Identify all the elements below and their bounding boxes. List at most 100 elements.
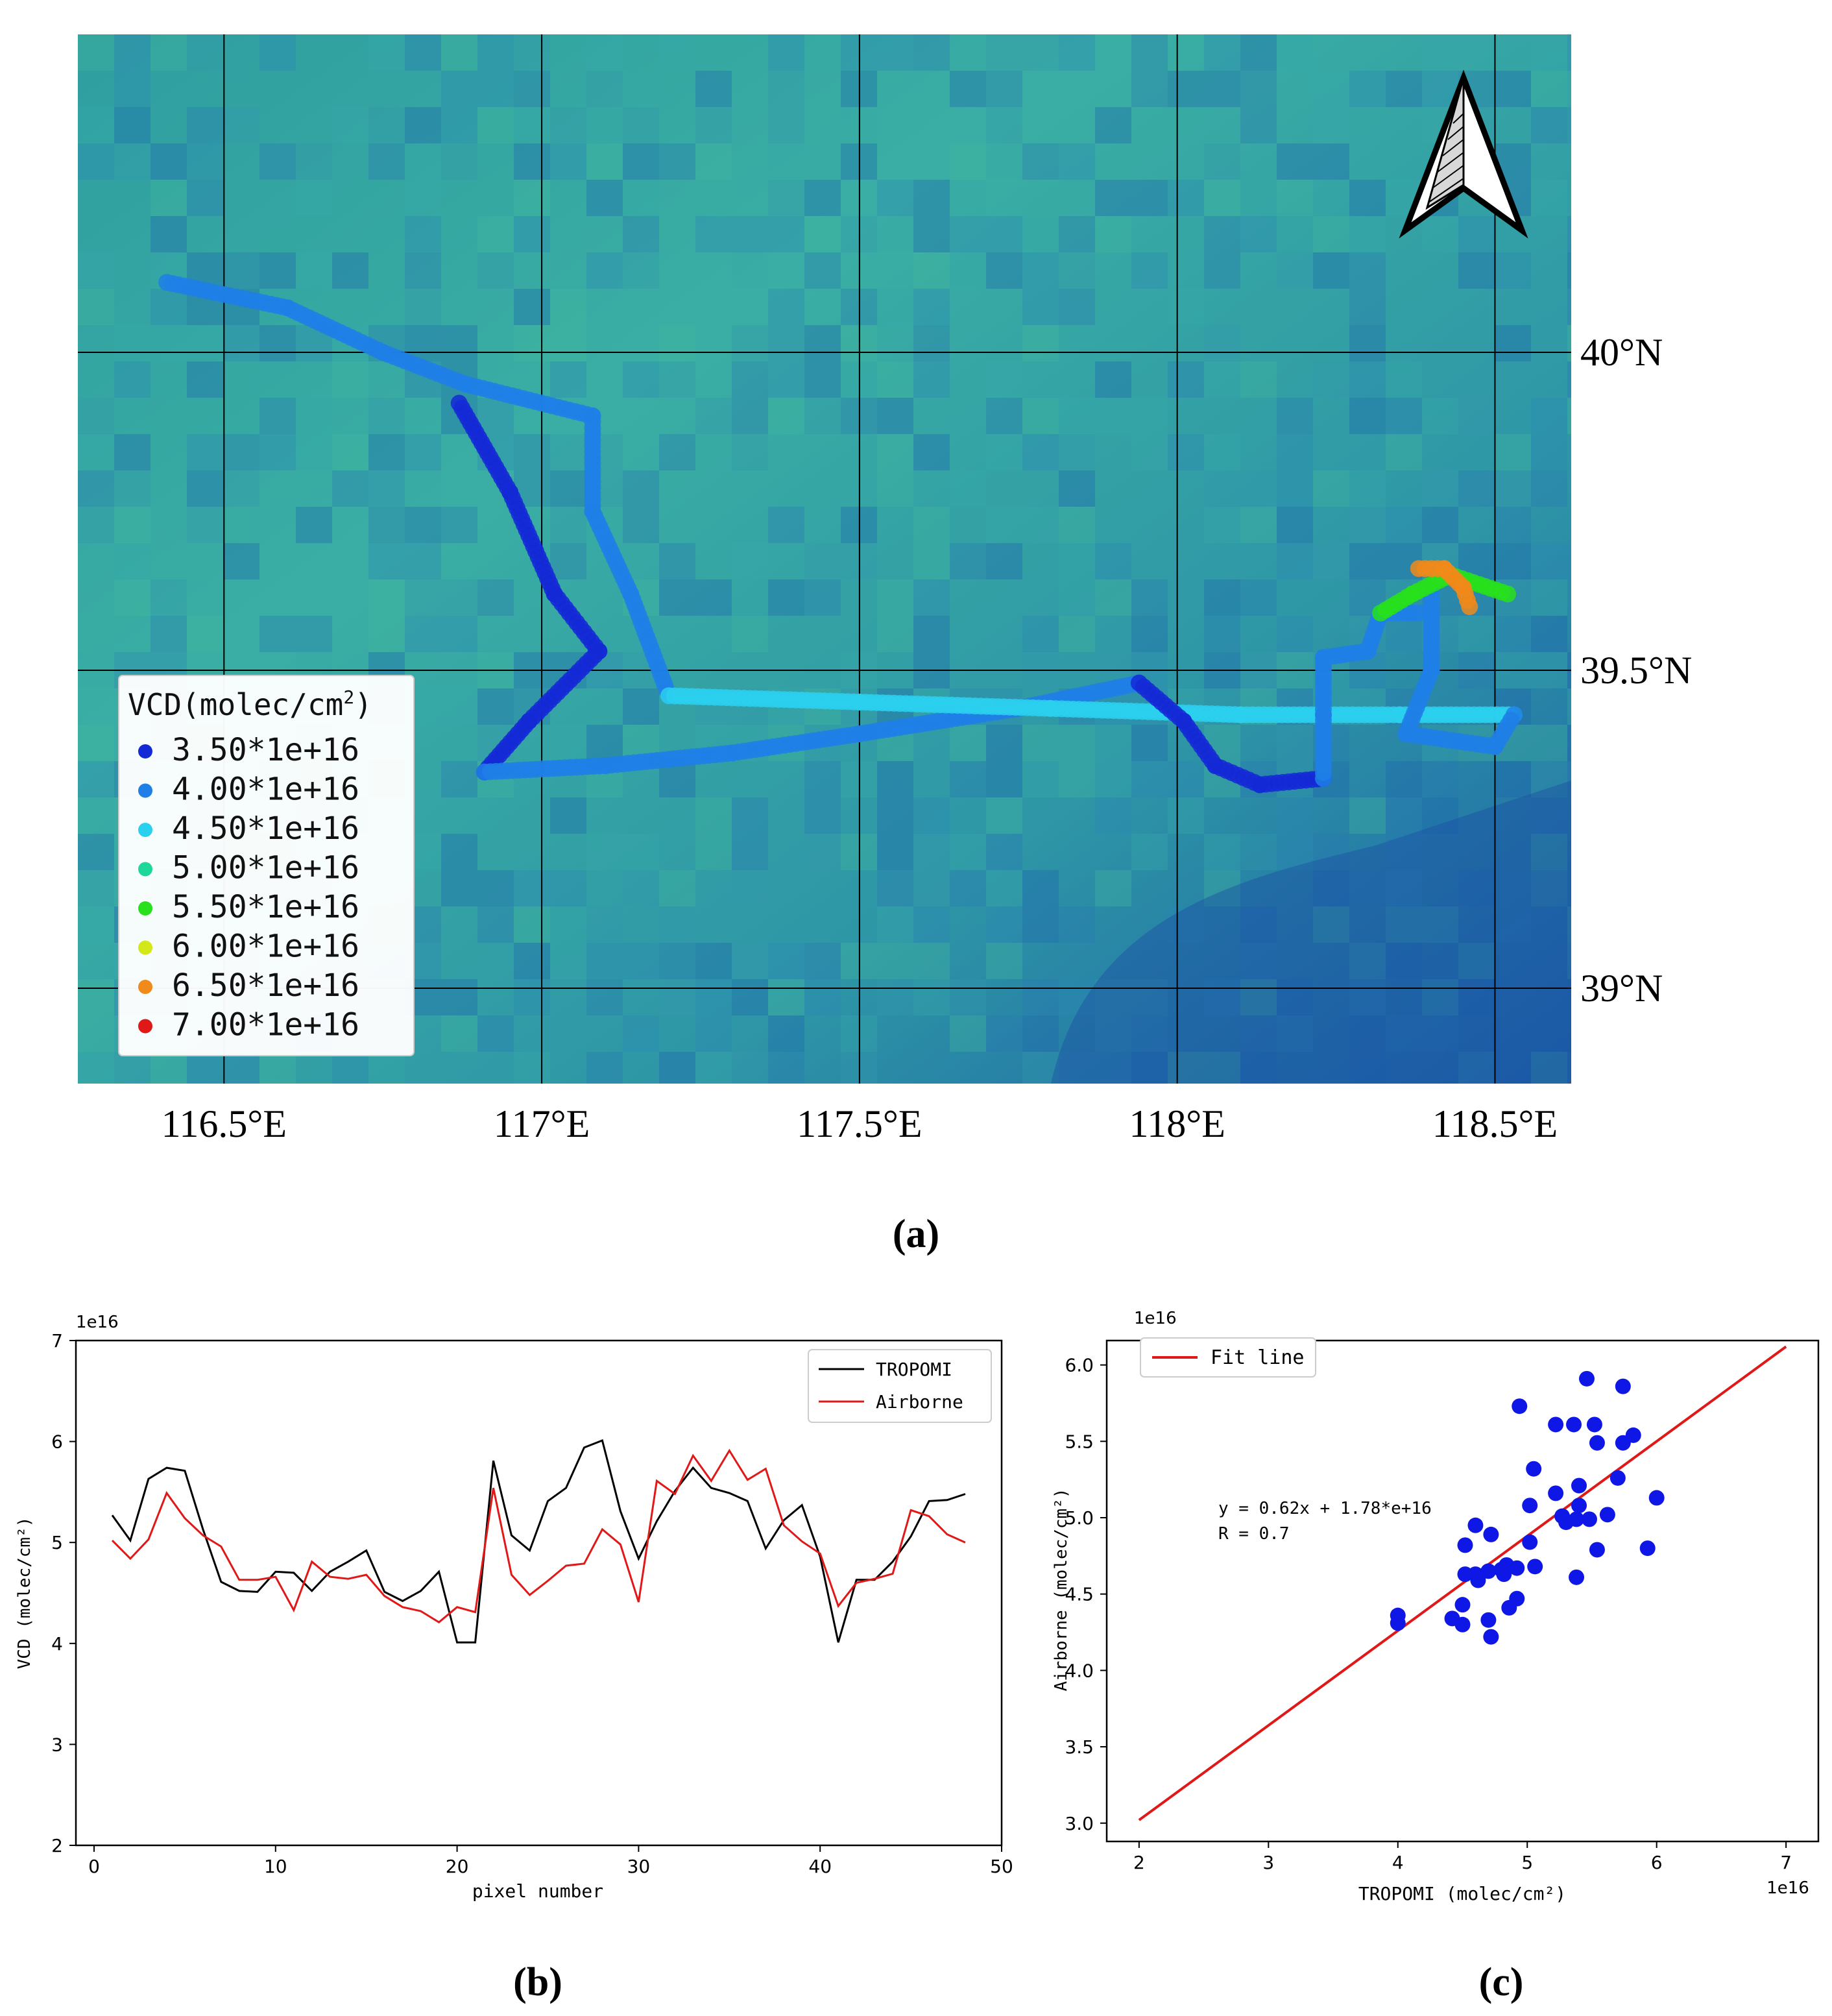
map-tile [732, 361, 768, 398]
map-tile [1022, 1015, 1059, 1052]
map-tile [78, 434, 114, 470]
map-tile [586, 834, 623, 870]
map-tile [78, 797, 114, 834]
map-tile [78, 906, 114, 943]
c-scatter-point [1566, 1416, 1582, 1433]
c-scatter-point [1639, 1540, 1656, 1557]
map-tile [187, 1052, 223, 1084]
map-tile [913, 979, 950, 1015]
map-tile [877, 579, 913, 616]
map-tile [1567, 398, 1571, 434]
map-tile [1422, 507, 1458, 543]
c-y-tick-label: 3.0 [1065, 1813, 1094, 1834]
map-tile [1313, 906, 1349, 943]
b-y-tick-label: 2 [51, 1835, 63, 1856]
c-fit-line [1138, 1345, 1787, 1821]
map-tile [1277, 434, 1313, 470]
map-tile [1531, 180, 1567, 216]
map-tile [1059, 579, 1095, 616]
c-scatter-point [1571, 1477, 1587, 1494]
map-tile [405, 434, 441, 470]
map-tile [1531, 797, 1567, 834]
map-tile [913, 180, 950, 216]
map-tile [441, 1015, 477, 1052]
map-tile [950, 1015, 986, 1052]
map-tile [1168, 71, 1204, 107]
map-tile [514, 434, 550, 470]
b-xlabel: pixel number [472, 1880, 603, 1902]
map-tile [732, 434, 768, 470]
map-tile [114, 507, 151, 543]
c-x-tick-label: 7 [1780, 1852, 1792, 1873]
map-tile [296, 180, 332, 216]
map-tile [1458, 1052, 1495, 1084]
c-x-tick-label: 2 [1133, 1852, 1145, 1873]
map-tile [332, 1052, 368, 1084]
map-tile [1313, 361, 1349, 398]
flight-track-point [1499, 585, 1517, 603]
map-tile [586, 107, 623, 143]
map-tile [1204, 870, 1240, 906]
map-tile [368, 1052, 405, 1084]
map-tile [695, 107, 732, 143]
map-tile [1458, 616, 1495, 652]
map-tile [1458, 979, 1495, 1015]
map-tile [296, 143, 332, 180]
map-tile [913, 543, 950, 579]
map-tile [259, 434, 296, 470]
map-tile [1059, 289, 1095, 325]
map-tile [1022, 616, 1059, 652]
map-tile [1531, 1052, 1567, 1084]
map-tile [877, 797, 913, 834]
map-tile [332, 107, 368, 143]
panel-c-scatter-chart: 2 3 4 5 6 7 3.0 3.5 4.0 4.5 5.0 5.5 6.0 1e16 1e16 TR… [1052, 1309, 1820, 1904]
map-tile [1131, 725, 1168, 761]
map-tile [950, 143, 986, 180]
map-tile [950, 979, 986, 1015]
map-tile [804, 180, 841, 216]
map-tile [1349, 398, 1386, 434]
map-tile [804, 325, 841, 361]
map-tile [1059, 34, 1095, 71]
map-tile [913, 361, 950, 398]
legend-entry-label: 5.50*1e+16 [172, 889, 359, 925]
map-tile [732, 870, 768, 906]
map-tile [78, 979, 114, 1015]
map-tile [114, 579, 151, 616]
legend-entry-label: 5.00*1e+16 [172, 850, 359, 886]
map-tile [586, 34, 623, 71]
map-tile [332, 434, 368, 470]
map-tile [768, 579, 804, 616]
c-scatter-point [1480, 1612, 1497, 1628]
c-scatter-point [1581, 1511, 1597, 1527]
b-y-tick-label: 5 [51, 1532, 63, 1553]
c-scatter-point [1548, 1485, 1564, 1501]
c-xlabel: TROPOMI (molec/cm²) [1358, 1883, 1566, 1904]
map-tile [732, 398, 768, 434]
map-tile [368, 470, 405, 507]
map-tile [1022, 979, 1059, 1015]
map-tile [296, 252, 332, 289]
map-tile [695, 579, 732, 616]
map-tile [187, 507, 223, 543]
c-y-tick-label: 4.5 [1065, 1584, 1094, 1605]
map-tile [1095, 180, 1131, 216]
legend-entries: 3.50*1e+164.00*1e+164.50*1e+165.00*1e+16… [138, 732, 359, 1043]
map-tile [877, 216, 913, 252]
map-tile [1240, 216, 1277, 252]
map-tile [1240, 579, 1277, 616]
map-tile [1022, 325, 1059, 361]
map-tile [804, 979, 841, 1015]
panel-a-map: VCD(molec/cm2) 3.50*1e+164.00*1e+164.50*… [78, 34, 1692, 1145]
map-tile [1131, 1015, 1168, 1052]
map-tile [405, 470, 441, 507]
map-tile [586, 180, 623, 216]
map-tile [913, 943, 950, 979]
map-tile [405, 543, 441, 579]
map-tile [950, 216, 986, 252]
map-tile [659, 361, 695, 398]
c-y-tick-label: 5.5 [1065, 1431, 1094, 1452]
map-tile [296, 616, 332, 652]
map-tile [1277, 725, 1313, 761]
map-tile [477, 688, 514, 725]
